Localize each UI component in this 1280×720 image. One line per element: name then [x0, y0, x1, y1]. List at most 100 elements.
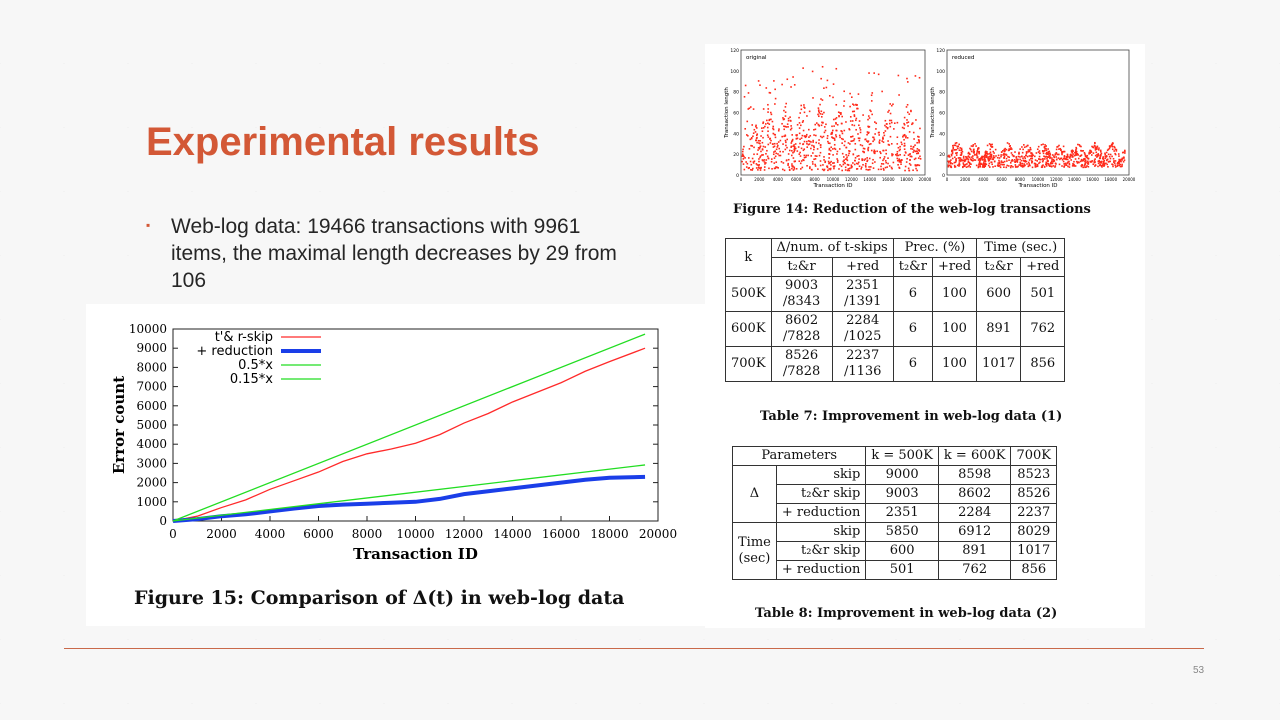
reduced-plot-point: [972, 148, 975, 151]
original-plot-point: [772, 127, 774, 130]
original-plot-point: [862, 114, 864, 116]
original-plot-point: [784, 125, 787, 128]
original-plot-point: [881, 140, 884, 142]
reduced-plot-point: [1077, 143, 1079, 146]
reduced-plot-point: [1008, 145, 1011, 148]
reduced-plot-point: [1112, 157, 1115, 160]
reduced-plot-point: [982, 163, 984, 166]
table-cell: 2284/1025: [831, 311, 894, 347]
original-plot-point: [916, 150, 918, 153]
reduced-plot-point: [1025, 152, 1028, 154]
original-plot-point: [827, 142, 830, 145]
original-plot-point: [910, 147, 912, 150]
reduced-plot-point: [976, 156, 979, 159]
original-plot-point: [918, 136, 920, 138]
reduced-plot-point: [1119, 163, 1122, 166]
reduced-plot-point: [1036, 163, 1039, 166]
original-plot-point: [818, 111, 821, 114]
original-plot-point: [776, 166, 779, 169]
reduced-plot-point: [1023, 146, 1026, 149]
reduced-plot-point: [1061, 151, 1063, 153]
original-plot-point: [855, 117, 858, 120]
reduced-plot-point: [953, 156, 956, 159]
table-row: Time (sec) skip 5850 6912 8029: [732, 522, 1058, 580]
reduced-plot-point: [982, 158, 984, 160]
original-plot-point: [867, 169, 869, 171]
original-plot-point: [758, 167, 761, 169]
reduced-plot-point: [1072, 153, 1074, 155]
original-plot-point: [831, 125, 833, 128]
original-plot-point: [767, 157, 770, 159]
reduced-plot-point: [958, 143, 960, 146]
original-plot-point: [818, 142, 820, 145]
original-plot-point: [773, 157, 776, 159]
reduced-plot-point: [996, 156, 999, 159]
reduced-plot-point: [968, 162, 971, 165]
x-tick-label: 4000: [978, 177, 989, 182]
reduced-plot-point: [1038, 150, 1041, 152]
reduced-plot-point: [958, 165, 960, 167]
original-plot-point: [830, 164, 832, 166]
original-plot-point: [774, 103, 776, 105]
original-plot-point: [803, 156, 806, 159]
original-plot-point: [859, 127, 861, 129]
original-plot-point: [914, 157, 917, 160]
reduced-plot-point: [1068, 166, 1071, 168]
original-plot-point: [833, 167, 835, 170]
reduced-plot-point: [1028, 163, 1031, 165]
reduced-plot-point: [981, 155, 983, 158]
reduced-plot-point: [1087, 160, 1089, 163]
reduced-plot-point: [1049, 152, 1051, 155]
original-plot-point: [848, 128, 850, 130]
reduced-plot-point: [981, 159, 984, 161]
reduced-plot-point: [1113, 150, 1115, 152]
reduced-plot-point: [1062, 145, 1065, 148]
reduced-plot-point: [969, 147, 971, 150]
reduced-plot-point: [1055, 156, 1057, 158]
original-plot-point: [783, 128, 786, 131]
reduced-plot-point: [1020, 165, 1023, 167]
original-plot-point: [868, 166, 870, 168]
reduced-plot-point: [1014, 151, 1016, 153]
reduced-plot-y-axis-label: Transaction length: [930, 87, 936, 139]
reduced-plot-point: [1024, 161, 1027, 163]
reduced-plot-point: [1093, 159, 1096, 162]
original-plot-point: [787, 158, 790, 161]
x-tick-label: 10000: [827, 177, 840, 182]
reduced-plot-point: [947, 160, 950, 163]
original-plot-point: [906, 119, 908, 121]
reduced-plot-point: [972, 144, 975, 146]
original-plot-point: [747, 108, 750, 110]
reduced-plot-point: [1074, 151, 1076, 154]
original-plot-point: [850, 165, 853, 168]
reduced-plot-point: [1010, 148, 1013, 150]
original-plot-point: [819, 113, 822, 115]
reduced-plot-point: [1084, 157, 1086, 160]
original-plot-point: [751, 169, 754, 171]
reduced-plot-point: [1016, 161, 1019, 163]
original-plot-point: [793, 150, 795, 153]
original-plot-point: [837, 111, 840, 114]
reduced-plot-point: [1006, 164, 1009, 167]
original-plot-point: [828, 168, 831, 170]
reduced-plot-point: [994, 148, 997, 151]
original-plot-point: [878, 142, 881, 144]
reduced-plot-point: [976, 150, 979, 153]
original-plot-point: [845, 121, 847, 123]
reduced-plot-point: [953, 161, 956, 164]
original-plot-point: [823, 169, 825, 172]
original-plot-point: [757, 169, 759, 171]
table-cell: 100: [931, 346, 978, 382]
reduced-plot-point: [1080, 149, 1083, 152]
original-plot-point: [774, 97, 777, 100]
reduced-plot-point: [966, 163, 968, 165]
reduced-plot-point: [960, 158, 963, 161]
reduced-plot-point: [1118, 164, 1121, 167]
delta-label: Δ: [732, 465, 777, 523]
original-plot-point: [914, 150, 917, 153]
original-plot-point: [806, 164, 808, 167]
reduced-plot-point: [1099, 162, 1101, 164]
reduced-plot-point: [1016, 158, 1019, 161]
original-plot-point: [799, 168, 802, 170]
original-plot-point: [857, 163, 859, 165]
